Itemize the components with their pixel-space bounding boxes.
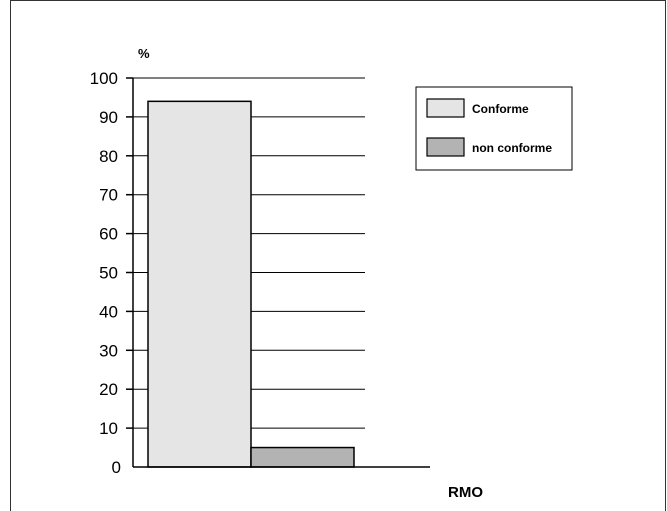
y-ticks: 0 10 20 30 40 50 60 70 80 90 100 [90, 69, 133, 477]
y-tick-label-90: 90 [99, 108, 118, 127]
y-tick-label-10: 10 [99, 419, 118, 438]
bar-non-conforme [250, 446, 355, 468]
y-tick-label-60: 60 [99, 225, 118, 244]
legend-swatch-non-conforme [426, 137, 465, 157]
bars [147, 100, 355, 468]
y-axis-unit: % [138, 46, 150, 61]
chart-frame [10, 0, 666, 511]
y-tick-label-70: 70 [99, 186, 118, 205]
legend-label-non-conforme: non conforme [472, 141, 552, 155]
y-tick-label-80: 80 [99, 147, 118, 166]
legend: Conforme non conforme [415, 86, 573, 171]
y-tick-label-100: 100 [90, 69, 118, 88]
y-tick-label-30: 30 [99, 341, 118, 360]
y-tick-label-40: 40 [99, 302, 118, 321]
y-tick-label-20: 20 [99, 380, 118, 399]
legend-swatch-conforme [426, 98, 465, 118]
y-tick-label-0: 0 [112, 458, 121, 477]
y-tick-label-50: 50 [99, 264, 118, 283]
bar-conforme [147, 100, 252, 468]
legend-label-conforme: Conforme [472, 102, 529, 116]
x-category-label: RMO [448, 484, 483, 501]
